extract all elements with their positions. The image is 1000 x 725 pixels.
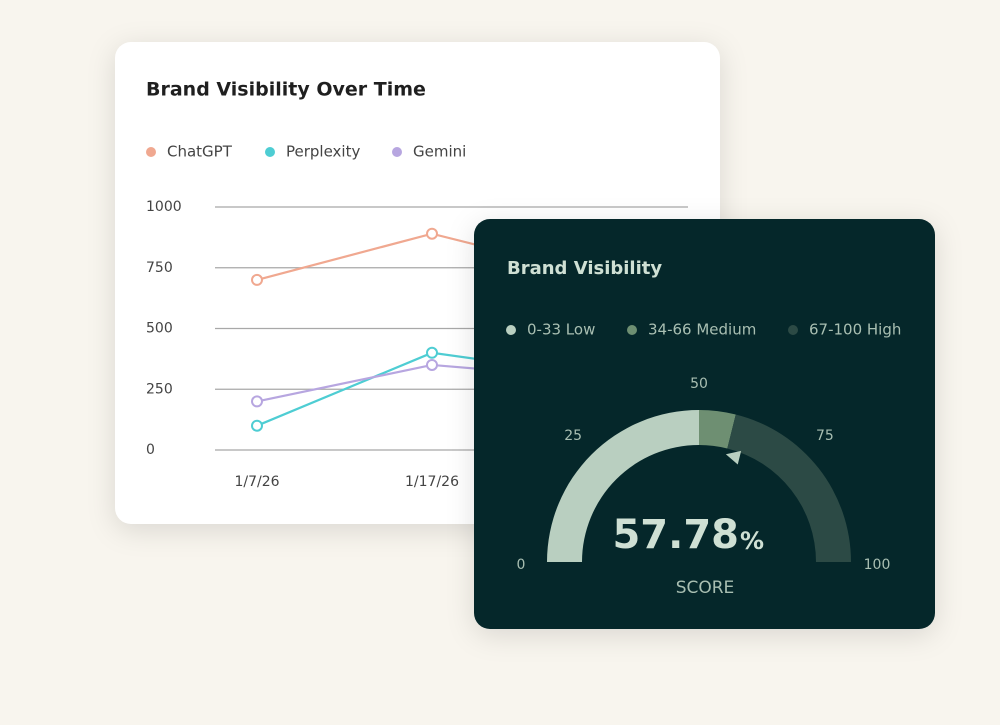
data-point: [251, 395, 263, 408]
gauge-chart: Brand Visibility 0-33 Low 34-66 Medium 67-…: [474, 219, 935, 629]
y-tick-label: 0: [146, 442, 155, 458]
x-tick-label: 1/17/26: [405, 474, 459, 490]
y-tick-label: 250: [146, 381, 173, 397]
y-tick-label: 500: [146, 321, 173, 337]
data-point: [251, 273, 263, 286]
legend-dot: [506, 325, 516, 335]
legend-dot: [265, 147, 275, 157]
gauge-tick-label: 75: [816, 428, 834, 444]
data-point: [426, 227, 438, 240]
legend-label: 67-100 High: [809, 321, 901, 339]
gauge-value: 57.78: [612, 512, 739, 558]
gauge-title: Brand Visibility: [507, 258, 662, 279]
gauge-tick-label: 25: [564, 428, 582, 444]
legend-label: 34-66 Medium: [648, 321, 756, 339]
y-tick-label: 1000: [146, 199, 182, 215]
x-tick-label: 1/7/26: [234, 474, 279, 490]
gauge-tick-label: 50: [690, 376, 708, 392]
gauge-label: SCORE: [676, 578, 735, 598]
gauge-arc-base: [547, 410, 699, 562]
gauge-unit: %: [740, 527, 764, 555]
y-tick-label: 750: [146, 260, 173, 276]
data-point: [251, 419, 263, 432]
data-point: [426, 358, 438, 371]
legend-label: 0-33 Low: [527, 321, 595, 339]
gauge-arc-rest: [727, 414, 851, 562]
gauge-tick-label: 0: [517, 557, 526, 573]
gauge-arc-value: [699, 410, 736, 449]
chart-title: Brand Visibility Over Time: [146, 79, 426, 101]
legend-label: Perplexity: [286, 143, 360, 161]
gauge-tick-label: 100: [864, 557, 891, 573]
legend-dot: [627, 325, 637, 335]
gauge-pointer: [725, 450, 742, 465]
legend-dot: [788, 325, 798, 335]
legend-dot: [146, 147, 156, 157]
legend-label: ChatGPT: [167, 143, 233, 161]
legend-dot: [392, 147, 402, 157]
data-point: [426, 346, 438, 359]
legend-label: Gemini: [413, 143, 466, 161]
